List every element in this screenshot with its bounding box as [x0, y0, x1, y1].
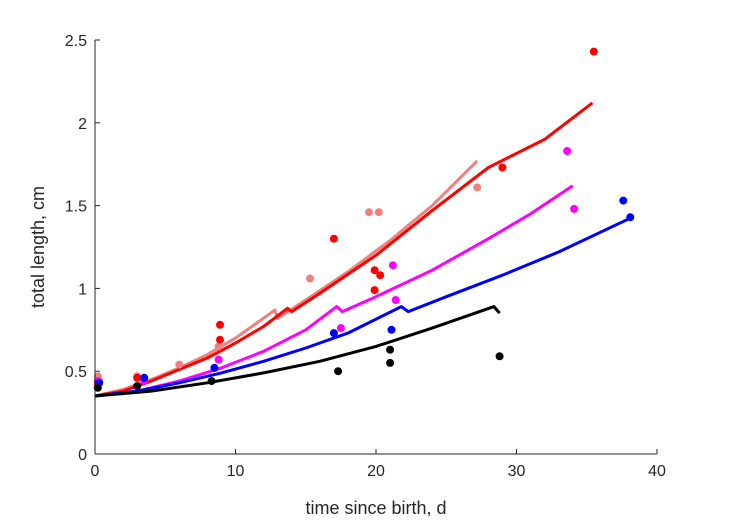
- data-point-0: [374, 208, 383, 217]
- data-point-4: [133, 382, 142, 391]
- data-point-1: [216, 335, 224, 344]
- data-point-4: [495, 352, 504, 361]
- x-tick-label: 30: [508, 463, 526, 480]
- data-point-3: [619, 196, 628, 205]
- y-tick-label: 2: [78, 116, 87, 133]
- data-point-2: [563, 147, 572, 155]
- model-curve-3: [94, 217, 630, 398]
- data-point-2: [214, 355, 223, 364]
- data-point-0: [306, 274, 314, 283]
- y-tick-label: 1.5: [65, 199, 87, 216]
- axes: 0 10 20 30 40 0 0.5 1 1.5 2 2.5: [65, 33, 666, 480]
- data-point-0: [473, 183, 482, 192]
- data-point-4: [386, 358, 395, 367]
- x-tick-label: 0: [91, 463, 100, 480]
- data-point-1: [216, 320, 224, 329]
- data-point-2: [391, 296, 400, 304]
- data-point-3: [140, 373, 149, 382]
- data-point-1: [498, 163, 507, 172]
- y-tick-label: 0.5: [65, 364, 87, 381]
- data-point-1: [329, 234, 338, 243]
- data-point-4: [334, 367, 343, 376]
- data-point-2: [388, 261, 397, 270]
- data-point-1: [589, 47, 598, 56]
- data-point-4: [207, 377, 216, 386]
- data-point-0: [365, 208, 373, 217]
- data-point-0: [175, 360, 184, 369]
- y-tick-label: 2.5: [65, 33, 87, 50]
- data-point-3: [329, 329, 338, 338]
- data-point-2: [336, 324, 345, 333]
- x-tick-label: 20: [367, 463, 385, 480]
- data-point-2: [570, 204, 579, 213]
- model-curves: [94, 101, 630, 398]
- data-point-1: [370, 266, 379, 275]
- data-point-4: [386, 345, 395, 354]
- data-point-3: [387, 325, 396, 334]
- data-point-1: [133, 373, 142, 382]
- x-axis-label: time since birth, d: [305, 498, 446, 518]
- model-curve-4: [94, 305, 501, 398]
- data-point-4: [93, 383, 102, 392]
- x-tick-label: 10: [227, 463, 245, 480]
- data-point-3: [626, 213, 635, 222]
- data-point-0: [214, 342, 223, 351]
- x-tick-label: 40: [648, 463, 666, 480]
- y-axis-label: total length, cm: [28, 186, 48, 308]
- data-point-1: [376, 271, 385, 280]
- model-curve-2: [94, 184, 574, 398]
- data-points: [93, 47, 635, 392]
- y-tick-label: 1: [78, 281, 87, 298]
- model-curve-0: [94, 159, 479, 398]
- data-point-1: [370, 286, 379, 295]
- data-point-3: [210, 363, 219, 372]
- model-curve-1: [94, 101, 594, 398]
- y-tick-label: 0: [78, 447, 87, 464]
